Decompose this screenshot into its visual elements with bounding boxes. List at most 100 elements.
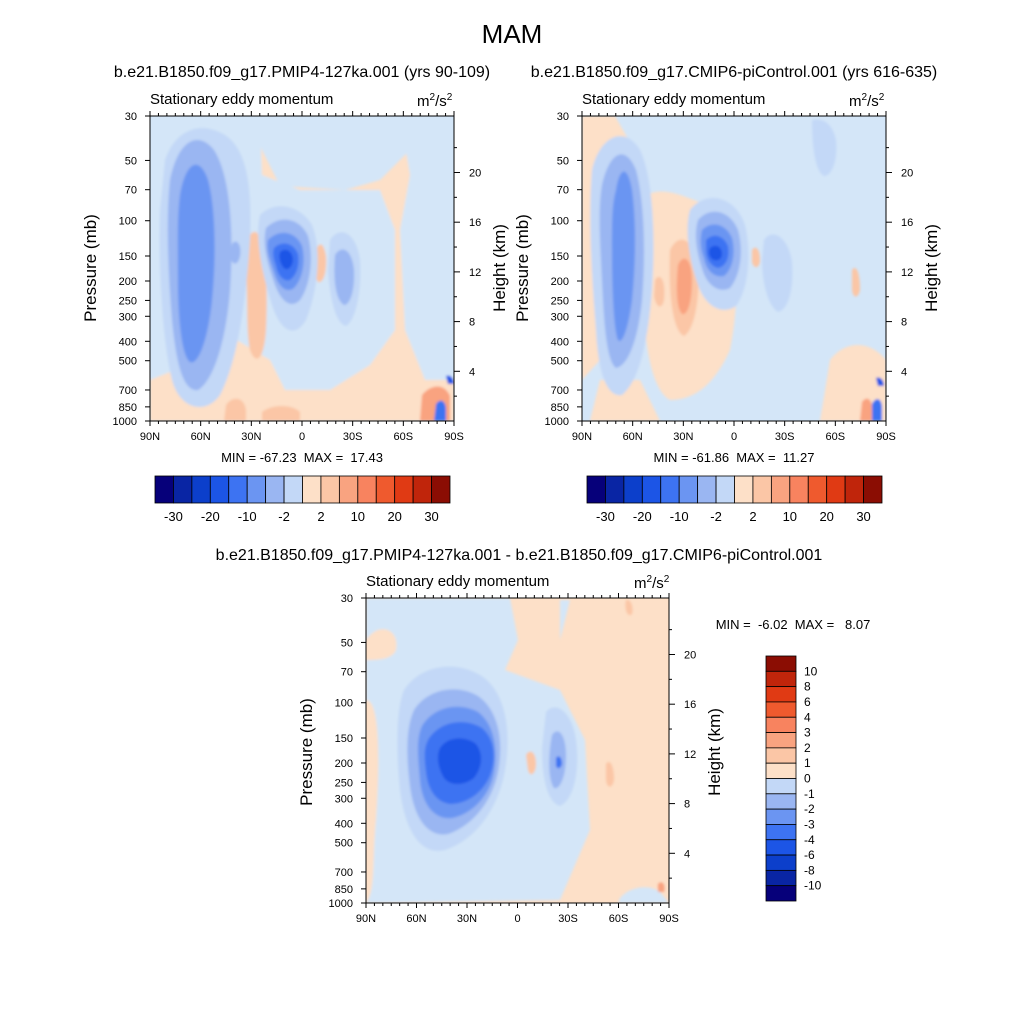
y-tick-label: 150	[335, 733, 353, 745]
panel-c-ylabel: Pressure (mb)	[297, 698, 316, 806]
colorbar-swatch	[844, 475, 864, 504]
panel-b-contour-neg	[870, 399, 882, 421]
panel-c-contour-pos	[658, 882, 665, 892]
y-right-tick-label: 20	[469, 167, 481, 179]
colorbar-swatch	[765, 808, 797, 825]
panel-a-units: m2/s2	[417, 92, 453, 110]
panel-a-contour-neg	[279, 249, 293, 270]
colorbar-swatch	[765, 854, 797, 871]
y-tick-label: 500	[551, 356, 569, 368]
y-tick-label: 300	[551, 311, 569, 323]
panel-b-contour-pos	[676, 258, 692, 315]
colorbar-swatch	[641, 475, 662, 504]
panel-c-contour-pos	[606, 761, 614, 787]
colorbar-label: 2	[804, 741, 811, 755]
colorbar-swatch	[863, 475, 883, 504]
y-right-tick-label: 12	[469, 267, 481, 279]
colorbar-label: 10	[351, 509, 365, 524]
colorbar-swatch	[375, 475, 396, 504]
colorbar-swatch	[173, 475, 193, 504]
panel-c-axes: 30 50 70 100 150 200 250 300 400 500 700 850 1000 20 1…	[329, 593, 696, 925]
y-tick-label: 400	[551, 336, 569, 348]
colorbar-swatch	[302, 475, 322, 504]
y-tick-label: 850	[119, 402, 137, 414]
x-tick-label: 0	[731, 431, 737, 443]
x-tick-label: 90N	[356, 913, 376, 925]
x-tick-label: 30S	[558, 913, 578, 925]
x-tick-label: 90N	[140, 431, 160, 443]
colorbar-swatch	[765, 732, 797, 749]
colorbar-label: -2	[278, 509, 290, 524]
y-tick-label: 1000	[545, 416, 569, 428]
colorbar-label: -20	[201, 509, 220, 524]
x-tick-label: 60S	[609, 913, 629, 925]
panel-a-plot-area	[149, 115, 455, 422]
y-tick-label: 250	[335, 777, 353, 789]
panel-a-colorbar: -30 -20 -10 -2 2 10 20 30	[154, 475, 451, 524]
figure-title: MAM	[482, 19, 543, 49]
panel-a-ylabel: Pressure (mb)	[81, 214, 100, 322]
colorbar-label: 6	[804, 695, 811, 709]
y-tick-label: 50	[341, 637, 353, 649]
colorbar-label: 4	[804, 710, 811, 724]
colorbar-label: -10	[238, 509, 257, 524]
y-tick-label: 50	[557, 155, 569, 167]
panel-c-stats: MIN = -6.02 MAX = 8.07	[716, 617, 871, 632]
y-right-tick-label: 16	[469, 217, 481, 229]
colorbar-label: -1	[804, 787, 815, 801]
y-tick-label: 850	[551, 402, 569, 414]
panel-c: Stationary eddy momentum m2/s2	[297, 573, 870, 925]
y-tick-label: 200	[551, 276, 569, 288]
x-tick-label: 60S	[394, 431, 414, 443]
x-tick-label: 30N	[673, 431, 693, 443]
panel-a-contour-pos	[262, 406, 300, 421]
colorbar-swatch	[765, 885, 797, 902]
colorbar-label: 8	[804, 680, 811, 694]
panel-b-plot-area	[581, 115, 887, 422]
y-right-tick-label: 8	[684, 799, 690, 811]
y-right-tick-label: 4	[469, 366, 475, 378]
panel-b-contour-pos	[852, 268, 860, 297]
colorbar-label: -10	[670, 509, 689, 524]
panel-a-contour-pos	[244, 231, 267, 359]
colorbar-swatch	[660, 475, 680, 504]
y-tick-label: 850	[335, 884, 353, 896]
panel-c-contour-neg	[618, 887, 669, 903]
panel-a-left-title: Stationary eddy momentum	[150, 91, 333, 108]
panel-b: Stationary eddy momentum m2/s2	[513, 91, 941, 524]
y-right-tick-label: 20	[901, 167, 913, 179]
colorbar-swatch	[412, 475, 432, 504]
panel-b-contour-neg	[708, 245, 722, 261]
panel-b-contour-neg	[612, 171, 635, 341]
panel-a-contour-neg	[434, 400, 446, 421]
panel-c-left-title: Stationary eddy momentum	[366, 573, 549, 590]
colorbar-swatch	[715, 475, 735, 504]
x-tick-label: 30N	[241, 431, 261, 443]
y-tick-label: 150	[119, 251, 137, 263]
panel-b-title: b.e21.B1850.f09_g17.CMIP6-piControl.001 …	[531, 64, 937, 81]
panel-c-contour-pos	[625, 599, 633, 616]
y-tick-label: 1000	[329, 898, 353, 910]
colorbar-label: 2	[317, 509, 324, 524]
panel-a-title: b.e21.B1850.f09_g17.PMIP4-127ka.001 (yrs…	[114, 64, 490, 81]
y-tick-label: 1000	[113, 416, 137, 428]
x-tick-label: 0	[514, 913, 520, 925]
colorbar-label: 20	[387, 509, 401, 524]
panel-b-units: m2/s2	[849, 92, 885, 110]
colorbar-label: -20	[633, 509, 652, 524]
panel-c-plot-area	[365, 597, 670, 904]
y-tick-label: 100	[551, 216, 569, 228]
y-tick-label: 250	[551, 295, 569, 307]
colorbar-label: 2	[749, 509, 756, 524]
y-tick-label: 500	[335, 838, 353, 850]
y-tick-label: 150	[551, 251, 569, 263]
colorbar-swatch	[605, 475, 625, 504]
panel-b-ylabel-right: Height (km)	[922, 224, 941, 312]
x-tick-label: 60N	[191, 431, 211, 443]
panel-a-stats: MIN = -67.23 MAX = 17.43	[221, 450, 383, 465]
colorbar-label: 0	[804, 772, 811, 786]
colorbar-swatch	[357, 475, 377, 504]
colorbar-swatch	[765, 793, 797, 810]
